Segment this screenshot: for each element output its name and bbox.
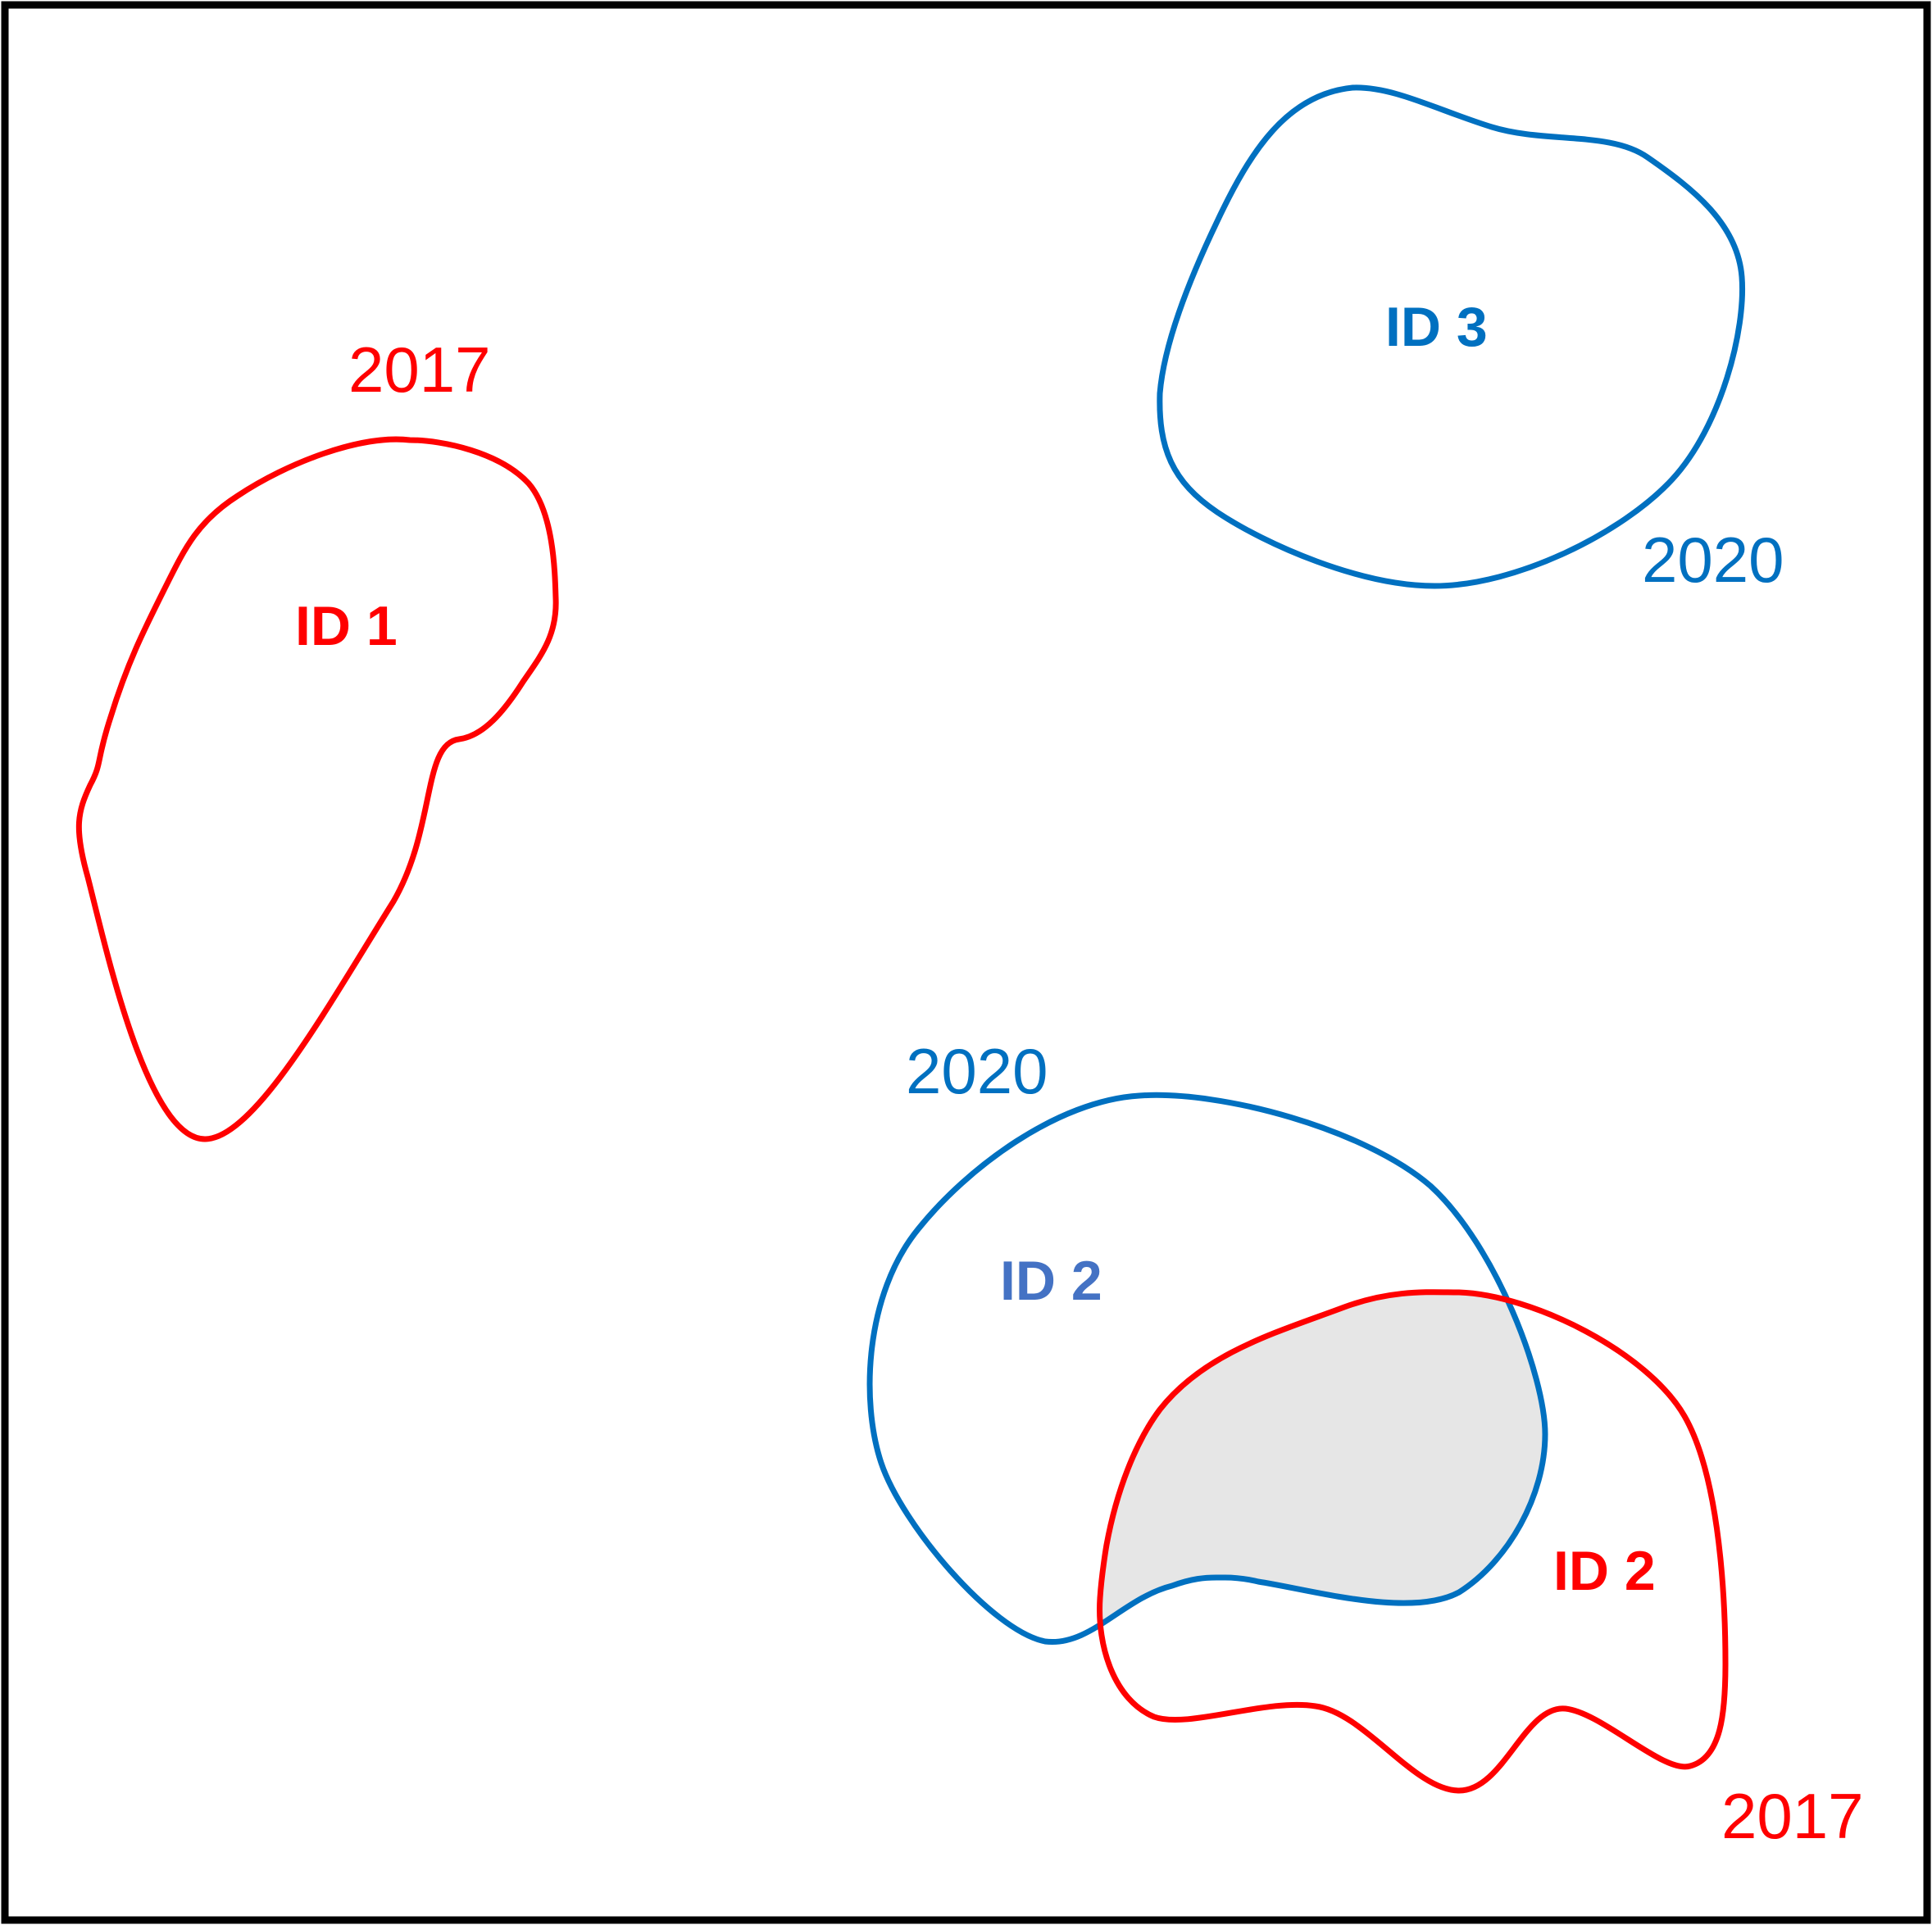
year-label-id2-2017: 2017 <box>1721 1780 1864 1852</box>
year-label-id2-2020: 2020 <box>906 1035 1048 1107</box>
polygon-id3-2020 <box>1157 84 1746 589</box>
year-label-id1: 2017 <box>348 334 491 406</box>
year-label-id3: 2020 <box>1642 524 1784 596</box>
id-label-id2-2017: ID 2 <box>1553 1540 1656 1602</box>
polygon-id2-2017 <box>1097 1289 1729 1794</box>
id-label-id3: ID 3 <box>1385 296 1488 358</box>
id-label-id2-2020: ID 2 <box>1000 1250 1102 1312</box>
id-label-id1: ID 1 <box>295 595 398 657</box>
polygon-id1-2017 <box>75 436 559 1142</box>
overlap-area <box>1099 1290 1545 1623</box>
polygon-id2-2020 <box>866 1092 1548 1646</box>
